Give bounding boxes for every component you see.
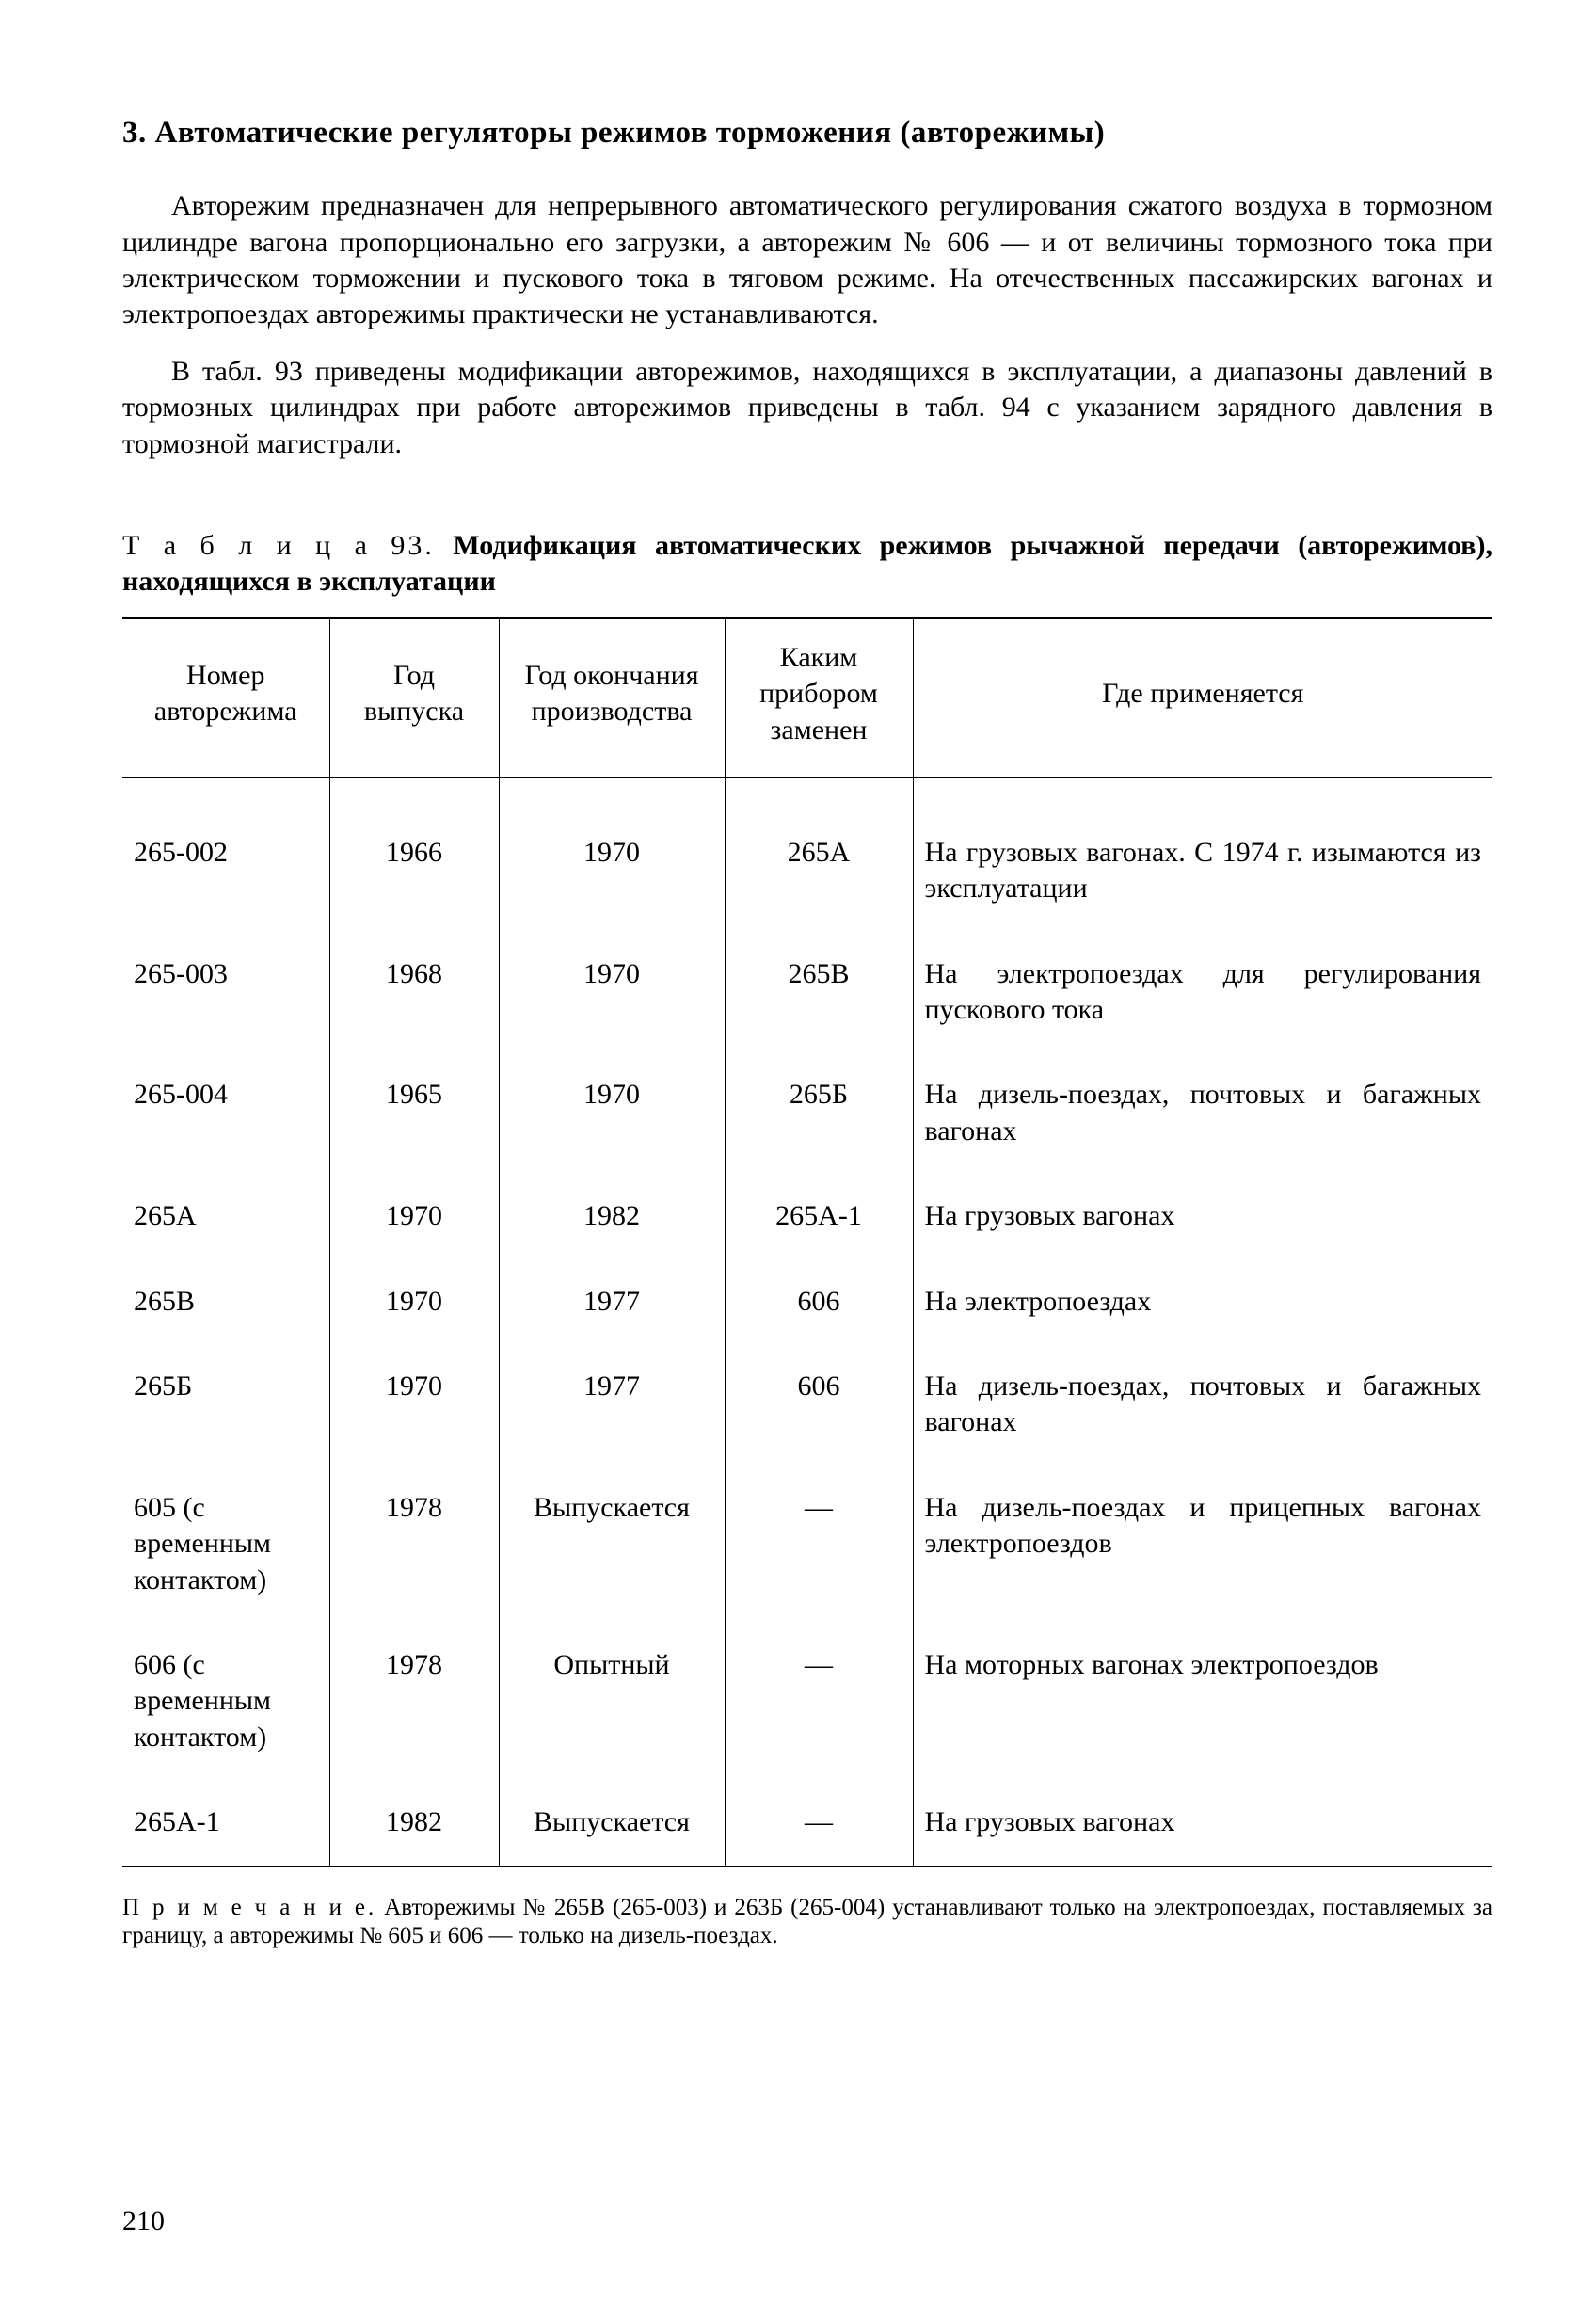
table-row: 606 (с временным контактом) 1978 Опытный… [122, 1623, 1492, 1780]
cell-endyear: 1970 [499, 1052, 725, 1174]
table-93-note: П р и м е ч а н и е. Авторежимы № 265В (… [122, 1894, 1492, 1951]
cell-endyear: 1982 [499, 1174, 725, 1258]
cell-year: 1978 [329, 1466, 499, 1623]
cell-usage: На электропоездах [913, 1259, 1492, 1344]
cell-year: 1970 [329, 1344, 499, 1466]
cell-usage: На моторных вагонах электропоездов [913, 1623, 1492, 1780]
cell-year: 1965 [329, 1052, 499, 1174]
paragraph-1: Авторежим предназначен для непрерывного … [122, 188, 1492, 333]
table-row: 265-002 1966 1970 265А На грузовых вагон… [122, 777, 1492, 932]
cell-replaced: 606 [725, 1259, 913, 1344]
cell-usage: На дизель-поездах, почтовых и багажных в… [913, 1344, 1492, 1466]
cell-replaced: 265А-1 [725, 1174, 913, 1258]
cell-endyear: 1977 [499, 1344, 725, 1466]
cell-model: 265В [122, 1259, 329, 1344]
cell-replaced: — [725, 1466, 913, 1623]
cell-endyear: Выпускается [499, 1780, 725, 1866]
cell-usage: На грузовых вагонах [913, 1174, 1492, 1258]
cell-model: 265-004 [122, 1052, 329, 1174]
cell-replaced: — [725, 1623, 913, 1780]
cell-usage: На грузовых вагонах [913, 1780, 1492, 1866]
cell-model: 265-002 [122, 777, 329, 932]
cell-replaced: 265А [725, 777, 913, 932]
cell-replaced: 265В [725, 932, 913, 1053]
cell-model: 265А-1 [122, 1780, 329, 1866]
table-row: 605 (с временным контактом) 1978 Выпуска… [122, 1466, 1492, 1623]
th-endyear: Год окончания производства [499, 618, 725, 777]
th-model: Номер авторежима [122, 618, 329, 777]
table-row: 265А 1970 1982 265А-1 На грузовых вагона… [122, 1174, 1492, 1258]
table-93: Номер авторежима Год выпуска Год окончан… [122, 617, 1492, 1867]
cell-usage: На грузовых вагонах. С 1974 г. изымаются… [913, 777, 1492, 932]
section-heading: 3. Автоматические регуляторы режимов тор… [122, 113, 1492, 152]
cell-model: 606 (с временным контактом) [122, 1623, 329, 1780]
cell-model: 265А [122, 1174, 329, 1258]
cell-usage: На электропоездах для регулирования пуск… [913, 932, 1492, 1053]
cell-year: 1982 [329, 1780, 499, 1866]
cell-model: 265-003 [122, 932, 329, 1053]
cell-model: 265Б [122, 1344, 329, 1466]
cell-endyear: 1970 [499, 777, 725, 932]
cell-endyear: Выпускается [499, 1466, 725, 1623]
table-row: 265-004 1965 1970 265Б На дизель-поездах… [122, 1052, 1492, 1174]
table-row: 265Б 1970 1977 606 На дизель-поездах, по… [122, 1344, 1492, 1466]
paragraph-2: В табл. 93 приведены модификации автореж… [122, 354, 1492, 462]
table-row: 265-003 1968 1970 265В На электропоездах… [122, 932, 1492, 1053]
table-row: 265В 1970 1977 606 На электропоездах [122, 1259, 1492, 1344]
cell-endyear: 1977 [499, 1259, 725, 1344]
cell-usage: На дизель-поездах и прицепных вагонах эл… [913, 1466, 1492, 1623]
note-lead: П р и м е ч а н и е. [122, 1895, 376, 1920]
cell-replaced: — [725, 1780, 913, 1866]
page-number: 210 [122, 2204, 165, 2239]
cell-year: 1978 [329, 1623, 499, 1780]
th-replaced: Каким прибором заменен [725, 618, 913, 777]
table-header-row: Номер авторежима Год выпуска Год окончан… [122, 618, 1492, 777]
cell-model: 605 (с временным контактом) [122, 1466, 329, 1623]
table-row: 265А-1 1982 Выпускается — На грузовых ва… [122, 1780, 1492, 1866]
cell-year: 1968 [329, 932, 499, 1053]
cell-endyear: Опытный [499, 1623, 725, 1780]
cell-year: 1970 [329, 1259, 499, 1344]
cell-endyear: 1970 [499, 932, 725, 1053]
page: 3. Автоматические регуляторы режимов тор… [0, 0, 1596, 2324]
th-year: Год выпуска [329, 618, 499, 777]
cell-year: 1970 [329, 1174, 499, 1258]
cell-year: 1966 [329, 777, 499, 932]
th-usage: Где применяется [913, 618, 1492, 777]
cell-replaced: 265Б [725, 1052, 913, 1174]
cell-replaced: 606 [725, 1344, 913, 1466]
table-93-caption: Т а б л и ц а 93. Модификация автоматиче… [122, 528, 1492, 601]
cell-usage: На дизель-поездах, почтовых и багажных в… [913, 1052, 1492, 1174]
table-93-caption-lead: Т а б л и ц а 93. [122, 530, 435, 561]
